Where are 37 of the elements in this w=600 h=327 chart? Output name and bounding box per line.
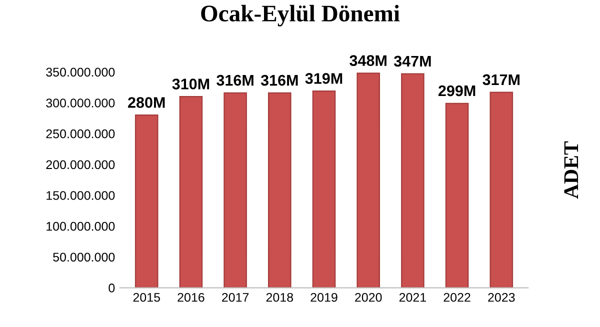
bar <box>268 92 292 288</box>
x-tick-label: 2021 <box>399 292 426 302</box>
bar <box>356 72 380 288</box>
y-tick-label: 150.000.000 <box>46 191 115 200</box>
y-tick-label: 350.000.000 <box>46 68 115 77</box>
x-tick-label: 2022 <box>444 292 470 302</box>
data-label: 310M <box>172 78 210 90</box>
y-axis-title: ADET <box>564 141 578 199</box>
data-label: 316M <box>216 74 254 86</box>
data-label: 280M <box>128 97 165 108</box>
x-tick-label: 2016 <box>178 292 204 302</box>
bar <box>490 92 514 288</box>
y-tick-label: 50.000.000 <box>53 252 115 262</box>
bar <box>312 90 336 288</box>
y-tick-label: 250.000.000 <box>46 129 115 138</box>
x-tick-label: 2019 <box>310 292 338 302</box>
bar <box>224 92 247 288</box>
y-tick-label: 100.000.000 <box>46 222 115 231</box>
data-label: 347M <box>394 56 431 67</box>
data-label: 317M <box>482 74 520 86</box>
x-tick-label: 2017 <box>222 292 249 302</box>
data-label: 299M <box>438 85 476 96</box>
bar <box>179 96 203 288</box>
x-tick-label: 2015 <box>133 292 160 302</box>
y-tick-label: 0 <box>108 284 115 292</box>
bar <box>445 102 469 288</box>
bar <box>401 73 424 288</box>
data-label: 319M <box>305 73 342 84</box>
chart-title: Ocak-Eylül Dönemi <box>201 4 400 26</box>
data-label: 316M <box>260 74 298 86</box>
y-tick-label: 200.000.000 <box>46 160 115 170</box>
data-label: 348M <box>350 55 386 66</box>
x-tick-label: 2018 <box>266 292 294 302</box>
x-tick-label: 2020 <box>355 292 382 302</box>
bar <box>134 114 158 288</box>
x-tick-label: 2023 <box>488 292 515 302</box>
y-tick-label: 300.000.000 <box>46 98 115 108</box>
